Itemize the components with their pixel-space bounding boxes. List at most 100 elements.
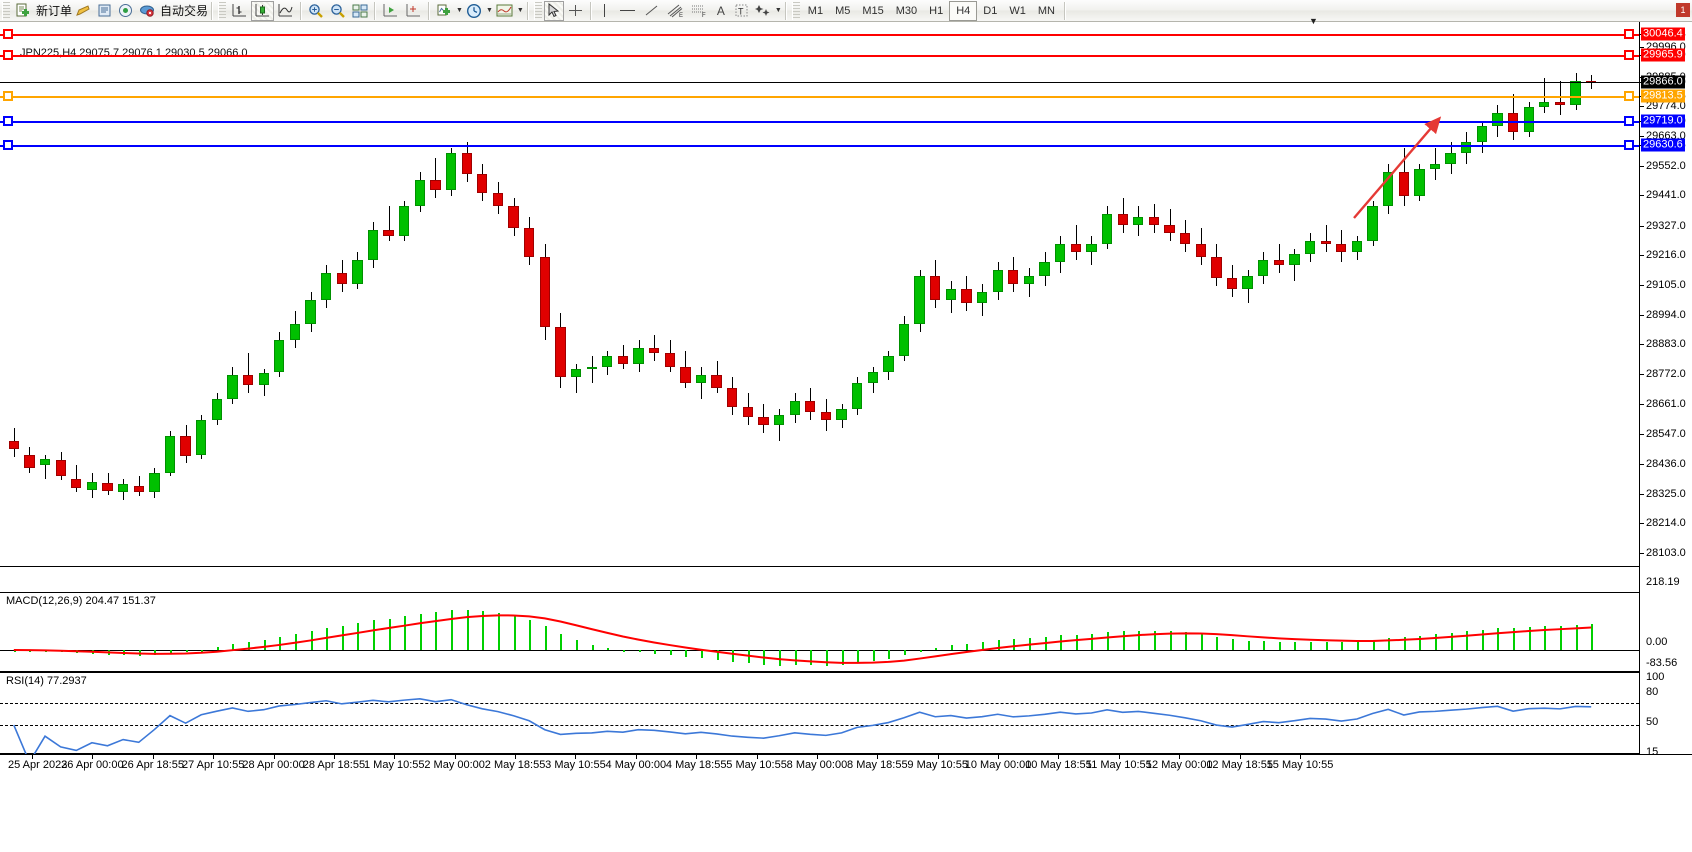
rsi-pane[interactable]: RSI(14) 77.2937: [0, 672, 1639, 755]
timeframe-m15[interactable]: M15: [862, 4, 884, 17]
zoom-out-icon[interactable]: [327, 1, 349, 21]
zoom-in-icon[interactable]: [305, 1, 327, 21]
resistance-line-1-handle[interactable]: [1624, 50, 1634, 61]
time-axis-label: 8 May 18:55: [847, 759, 908, 771]
toolbar-grip-4[interactable]: [791, 1, 800, 20]
price-chart-pane[interactable]: JPN225,H4 29075.7 29076.1 29030.5 29066.…: [0, 22, 1639, 567]
text-icon[interactable]: A: [716, 3, 725, 18]
toolbar-grip-3[interactable]: [533, 1, 542, 20]
time-axis-tick: [455, 755, 456, 759]
support-line-1-handle[interactable]: [1624, 116, 1634, 127]
candle-body: [914, 275, 925, 324]
resistance-line-2-handle[interactable]: [1624, 28, 1634, 39]
vertical-line-icon[interactable]: [595, 1, 615, 21]
fibonacci-icon[interactable]: F: [687, 1, 711, 21]
timeframe-d1[interactable]: D1: [983, 4, 998, 17]
candle-body: [961, 289, 972, 303]
timeframe-m5[interactable]: M5: [835, 4, 851, 17]
support-line-1-handle[interactable]: [3, 116, 13, 127]
macd-label: MACD(12,26,9) 204.47 151.37: [6, 595, 156, 607]
timeframe-h4[interactable]: H4: [949, 0, 978, 21]
price-axis[interactable]: 30046.429996.029965.929885.029866.029813…: [1639, 22, 1692, 758]
bullish-arrow-annotation[interactable]: [1340, 108, 1460, 228]
tag-support-2[interactable]: 29630.6: [1641, 138, 1685, 152]
timeframe-mn[interactable]: MN: [1037, 4, 1055, 17]
macd-histogram-bar: [623, 650, 625, 652]
notification-badge[interactable]: 1: [1676, 3, 1690, 17]
candle-body: [586, 366, 597, 370]
macd-histogram-bar: [842, 650, 844, 666]
pencil-icon[interactable]: [72, 1, 94, 21]
indicators-dropdown-arrow[interactable]: ▼: [456, 7, 463, 14]
macd-histogram-bar: [232, 644, 234, 650]
expert-advisor-icon[interactable]: [136, 1, 158, 21]
tag-support-1[interactable]: 29719.0: [1641, 114, 1685, 128]
horizontal-line-icon[interactable]: [615, 1, 640, 21]
new-order-button[interactable]: [12, 1, 34, 21]
time-axis[interactable]: 25 Apr 2023 26 Apr 00:00 26 Apr 18:55 27 Ap…: [0, 754, 1692, 852]
candlestick-chart-icon[interactable]: [251, 0, 275, 21]
price-axis-label: 28436.0: [1646, 457, 1686, 470]
tag-resistance-1[interactable]: 29965.9: [1641, 48, 1685, 62]
tag-resistance-2[interactable]: 30046.4: [1641, 27, 1685, 41]
tag-entry-level[interactable]: 29813.5: [1641, 89, 1685, 103]
period-dropdown-arrow[interactable]: ▼: [485, 7, 493, 14]
period-icon[interactable]: [463, 1, 485, 21]
auto-scroll-icon[interactable]: [379, 1, 402, 21]
signal-icon[interactable]: [115, 1, 136, 21]
cursor-icon[interactable]: [543, 0, 564, 21]
time-axis-tick: [394, 755, 395, 759]
chart-dropdown-caret[interactable]: ▼: [1309, 16, 1318, 26]
indicators-icon[interactable]: [433, 1, 455, 21]
candle-body: [852, 382, 863, 410]
support-line-2[interactable]: [0, 144, 1639, 147]
candle-wick: [654, 334, 655, 362]
terminal-icon[interactable]: [94, 1, 115, 21]
timeframe-w1[interactable]: W1: [1009, 4, 1026, 17]
timeframe-m30[interactable]: M30: [895, 4, 918, 17]
candle-body: [976, 291, 988, 303]
price-axis-label: 28547.0: [1646, 428, 1686, 441]
current-price-line[interactable]: [0, 81, 1639, 83]
tile-windows-icon[interactable]: [349, 1, 371, 21]
equidistant-channel-icon[interactable]: E: [663, 1, 687, 21]
candle-body: [55, 460, 66, 477]
entry-level-line[interactable]: [0, 95, 1639, 98]
support-line-1[interactable]: [0, 121, 1639, 124]
candle-body: [227, 374, 238, 399]
trendline-icon[interactable]: [640, 1, 663, 21]
resistance-line-1-handle[interactable]: [3, 50, 13, 61]
support-line-2-handle[interactable]: [1624, 139, 1634, 150]
templates-icon[interactable]: [493, 1, 516, 21]
entry-level-line-handle[interactable]: [1624, 90, 1634, 101]
candle-body: [1086, 243, 1097, 252]
entry-level-line-handle[interactable]: [3, 90, 13, 101]
time-axis-tick: [32, 755, 33, 759]
toolbar-grip[interactable]: [2, 1, 10, 20]
macd-pane[interactable]: MACD(12,26,9) 204.47 151.37: [0, 592, 1639, 672]
price-axis-tick: [1640, 165, 1644, 167]
candle-wick: [701, 366, 702, 399]
macd-histogram-bar: [998, 640, 1000, 650]
support-line-2-handle[interactable]: [3, 139, 13, 150]
templates-dropdown-arrow[interactable]: ▼: [516, 7, 524, 14]
timeframe-m1[interactable]: M1: [807, 4, 824, 17]
candle-body: [102, 482, 113, 491]
bar-chart-icon[interactable]: [228, 1, 251, 21]
line-chart-icon[interactable]: [274, 1, 297, 21]
timeframe-h1[interactable]: H1: [929, 4, 944, 17]
macd-histogram-bar: [1216, 636, 1218, 650]
objects-dropdown-arrow[interactable]: ▼: [774, 7, 782, 14]
toolbar-grip-2[interactable]: [218, 1, 227, 20]
resistance-line-2-handle[interactable]: [3, 28, 13, 39]
text-label-icon[interactable]: T: [731, 1, 752, 21]
crosshair-icon[interactable]: [564, 1, 587, 21]
candle-body: [274, 339, 285, 372]
objects-icon[interactable]: [752, 1, 774, 21]
resistance-line-2[interactable]: [0, 33, 1639, 36]
resistance-line-1[interactable]: [0, 55, 1639, 58]
tag-current-price[interactable]: 29866.0: [1641, 75, 1685, 89]
macd-histogram-bar: [1404, 637, 1406, 650]
chart-shift-icon[interactable]: [402, 1, 425, 21]
price-axis-tick: [1640, 225, 1644, 227]
